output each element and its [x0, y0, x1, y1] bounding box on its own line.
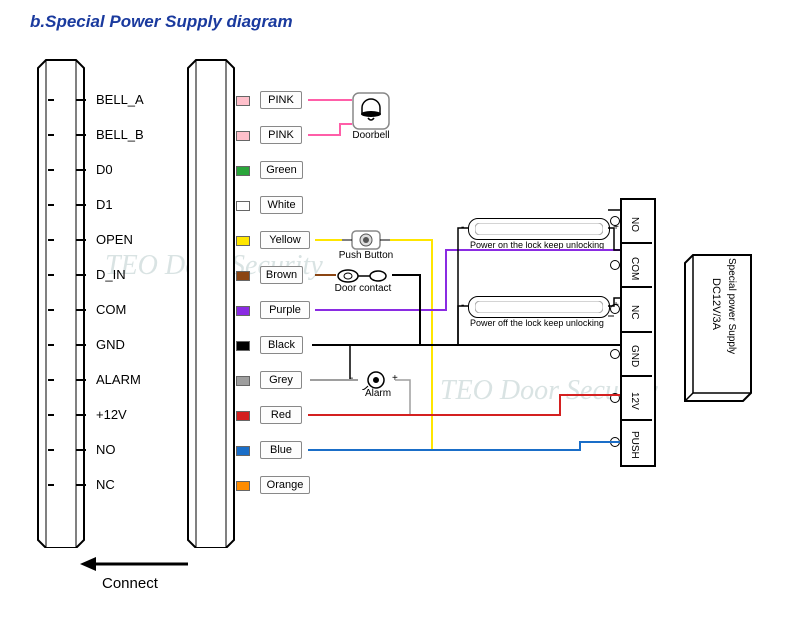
doorcontact-icon: Door contact	[334, 268, 392, 289]
left-pin-tick	[76, 134, 86, 136]
left-pin-tick	[76, 274, 86, 276]
color-pin	[236, 96, 250, 106]
left-pin-tick	[76, 99, 86, 101]
color-pin	[236, 201, 250, 211]
color-pin	[236, 376, 250, 386]
tick	[48, 169, 54, 171]
tick	[48, 274, 54, 276]
color-pin	[236, 131, 250, 141]
tick	[48, 204, 54, 206]
color-pin	[236, 446, 250, 456]
psu-screw	[610, 304, 620, 314]
psu-divider	[620, 375, 652, 377]
lock-box-nc: - +	[468, 296, 610, 318]
psu-divider	[620, 286, 652, 288]
left-pin-tick	[76, 239, 86, 241]
lock-text-nc: Power off the lock keep unlocking	[470, 318, 604, 328]
pin-label-d_in: D_IN	[96, 267, 166, 282]
tick	[48, 414, 54, 416]
pin-label-d1: D1	[96, 197, 166, 212]
tick	[48, 99, 54, 101]
psu-divider	[620, 419, 652, 421]
pin-label-bell_a: BELL_A	[96, 92, 166, 107]
doorcontact-label: Door contact	[332, 283, 394, 294]
left-pin-tick	[76, 379, 86, 381]
psu-terminal-label: NC	[629, 292, 640, 332]
left-pin-tick	[76, 414, 86, 416]
pin-label-no: NO	[96, 442, 166, 457]
color-name-box: Green	[260, 161, 303, 179]
diagram-title: b.Special Power Supply diagram	[30, 12, 293, 32]
color-pin	[236, 236, 250, 246]
color-pin	[236, 341, 250, 351]
psu-screw	[610, 437, 620, 447]
pin-label-com: COM	[96, 302, 166, 317]
tick	[48, 344, 54, 346]
color-name-box: PINK	[260, 91, 302, 109]
tick	[48, 309, 54, 311]
lock-text-no: Power on the lock keep unlocking	[470, 240, 604, 250]
pin-label-nc: NC	[96, 477, 166, 492]
psu-divider	[620, 242, 652, 244]
psu-terminal-label: 12V	[629, 381, 640, 421]
color-name-box: Blue	[260, 441, 302, 459]
left-pin-tick	[76, 204, 86, 206]
alarm-icon: - + Alarm	[362, 370, 402, 395]
psu-divider	[620, 331, 652, 333]
psu-terminal-label: NO	[629, 204, 640, 244]
color-name-box: Yellow	[260, 231, 310, 249]
pin-label-alarm: ALARM	[96, 372, 166, 387]
psu-label-2: Special power Supply	[726, 258, 737, 354]
pin-label-gnd: GND	[96, 337, 166, 352]
pin-label-d0: D0	[96, 162, 166, 177]
tick	[48, 449, 54, 451]
doorbell-label: Doorbell	[350, 130, 392, 141]
psu-terminal-label: PUSH	[629, 425, 640, 465]
color-name-box: Red	[260, 406, 302, 424]
psu-screw	[610, 349, 620, 359]
color-pin	[236, 166, 250, 176]
connect-label: Connect	[102, 575, 158, 592]
lock-box-no: - +	[468, 218, 610, 240]
psu-screw	[610, 260, 620, 270]
tick	[48, 239, 54, 241]
color-name-box: Black	[260, 336, 303, 354]
tick	[48, 379, 54, 381]
color-pin	[236, 306, 250, 316]
left-pin-tick	[76, 309, 86, 311]
pin-label-+12v: +12V	[96, 407, 166, 422]
color-name-box: Grey	[260, 371, 302, 389]
pin-label-bell_b: BELL_B	[96, 127, 166, 142]
pushbutton-label: Push Button	[336, 250, 396, 261]
color-name-box: Purple	[260, 301, 310, 319]
psu-label-1: DC12V/3A	[710, 278, 722, 330]
psu-screw	[610, 393, 620, 403]
color-pin	[236, 271, 250, 281]
left-pin-tick	[76, 484, 86, 486]
alarm-label: Alarm	[362, 388, 394, 399]
color-name-box: White	[260, 196, 303, 214]
left-pin-tick	[76, 449, 86, 451]
color-name-box: Orange	[260, 476, 310, 494]
psu-box	[683, 253, 755, 408]
doorbell-icon: Doorbell	[352, 92, 390, 139]
color-name-box: PINK	[260, 126, 302, 144]
tick	[48, 484, 54, 486]
psu-terminal-label: GND	[629, 337, 640, 377]
pushbutton-icon: Push Button	[342, 230, 390, 257]
color-pin	[236, 411, 250, 421]
psu-terminal-label: COM	[629, 248, 640, 288]
tick	[48, 134, 54, 136]
left-pin-tick	[76, 344, 86, 346]
pin-label-open: OPEN	[96, 232, 166, 247]
color-pin	[236, 481, 250, 491]
left-pin-tick	[76, 169, 86, 171]
color-name-box: Brown	[260, 266, 303, 284]
